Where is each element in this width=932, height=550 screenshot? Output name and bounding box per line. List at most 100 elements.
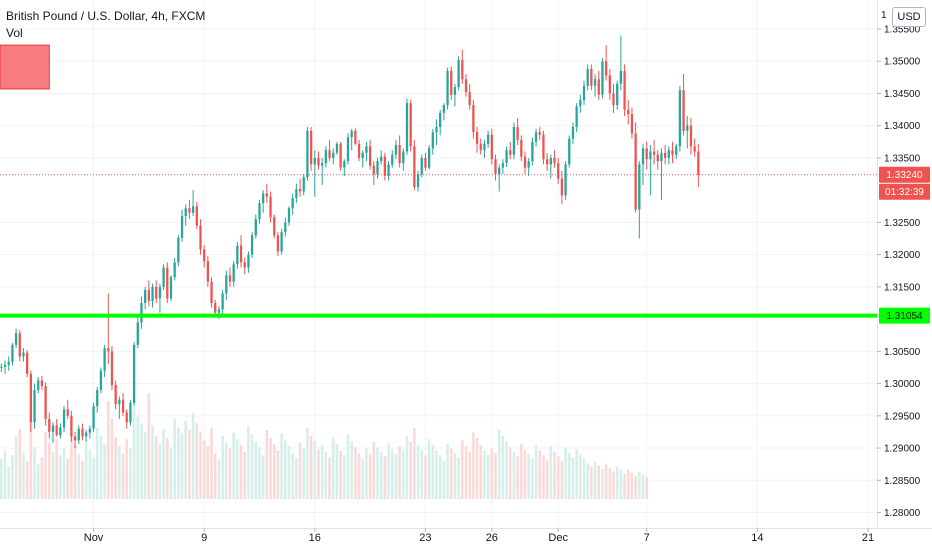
candle-body [549,157,552,165]
volume-bar [55,439,58,499]
candle-body [365,146,368,153]
volume-bar [254,441,258,499]
candle-body [486,134,490,144]
candle-body [586,68,589,86]
candle-body [55,425,58,436]
volume-bar [402,450,405,499]
candle-body [88,428,91,433]
volume-bar [29,416,33,499]
candle-body [387,164,390,176]
candle-body [191,206,195,213]
candle-body [118,399,121,405]
partial-tick-label: 1 [881,10,887,21]
candle-body [214,303,217,313]
candle-body [114,384,117,405]
volume-bar [390,449,394,499]
candle-body [40,380,44,387]
candle-body [254,219,257,236]
price-axis: 1.35500 1.35000 1.34500 1.34000 1.33500 1.325… [877,25,921,519]
candle-body [306,130,309,178]
volume-bar [527,454,530,499]
volume-bar [3,450,7,499]
y-tick-label: 1.32500 [884,218,921,229]
volume-bar [523,449,527,499]
volume-bar [250,434,254,499]
volume-bar [556,456,560,499]
volume-bar [125,439,129,499]
volume-bar [162,428,165,499]
candle-body [236,245,239,265]
candle-body [269,196,272,218]
chart-legend: British Pound / U.S. Dollar, 4h, FXCM Vo… [6,8,205,42]
y-tick-label: 1.28000 [884,508,921,519]
volume-bar [236,439,239,499]
candle-body [81,428,84,437]
candle-body [483,143,486,151]
volume-bar [62,448,66,499]
candle-body [273,217,276,236]
candle-body [284,222,287,233]
candle-body [144,290,147,304]
volume-bar [416,444,420,499]
candle-body [472,105,475,133]
candle-body [225,275,228,294]
candle-body [630,114,634,134]
candle-body [616,83,619,106]
candle-body [590,68,593,86]
volume-bar [18,428,22,499]
candle-body [409,103,412,147]
volume-bar [147,393,151,499]
candle-body [357,143,361,158]
candle-body [509,150,512,155]
candle-body [686,125,689,131]
volume-bar [228,448,232,499]
volume-bar [169,447,173,499]
volume-bar [420,449,424,499]
volume-bar [298,442,302,499]
volume-bar [619,470,623,499]
candle-body [92,406,95,429]
volume-bar [490,448,494,499]
candle-body [51,425,55,432]
volume-bar [14,435,18,499]
volume-bar [505,441,508,499]
candle-body [350,130,353,138]
volume-bar [239,444,243,499]
volume-bar [365,448,368,499]
currency-button[interactable]: USD [892,7,926,27]
last-price-label: 1.33240 [886,170,923,181]
volume-bar [453,453,457,499]
volume-bar [590,466,593,499]
volume-bar [553,451,556,499]
volume-bar [567,453,571,499]
volume-bar [295,457,298,499]
candle-body [250,235,254,255]
candle-body [479,143,482,151]
x-tick-label: 9 [201,532,207,544]
candle-body [298,188,302,192]
volume-bar [177,427,180,499]
volume-bar [44,432,47,499]
volume-bar [626,469,630,499]
candle-body [538,132,541,135]
candle-body [553,157,556,164]
volume-bar [129,448,132,499]
volume-bar [143,432,147,499]
candle-body [612,93,615,106]
volume-bar [438,455,442,499]
candle-body [59,427,62,436]
candle-body [180,215,184,238]
volume-bar [494,453,497,499]
candle-body [70,415,73,437]
candle-body [140,303,143,323]
candle-body [575,106,578,128]
volume-bar [431,444,435,499]
candle-body [376,161,379,175]
candle-body [645,148,648,160]
volume-bar [36,464,40,499]
supply-zone-rectangle[interactable] [0,44,50,90]
volume-bar [0,458,3,499]
candle-body [166,267,169,299]
price-tags: 1.33240 01:32:39 1.31054 [879,166,930,324]
